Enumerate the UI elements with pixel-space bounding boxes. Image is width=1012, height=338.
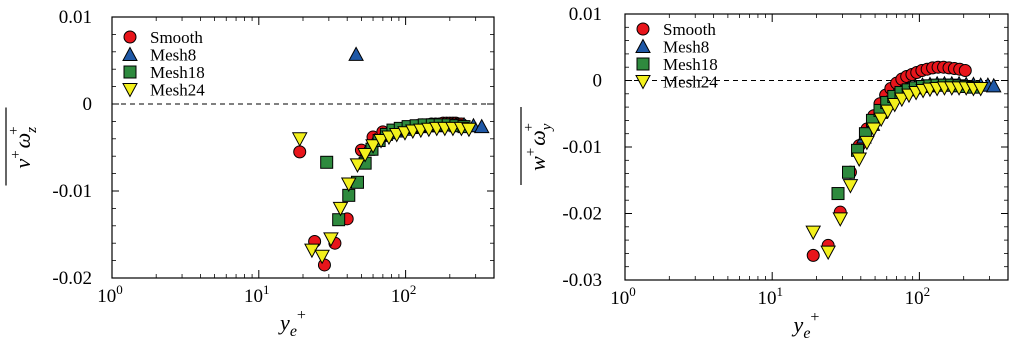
svg-text:v+ωz+: v+ωz+ bbox=[6, 126, 40, 168]
x-axis-label: ye+ bbox=[792, 309, 820, 338]
data-point bbox=[473, 118, 490, 134]
legend-label: Mesh8 bbox=[663, 38, 709, 57]
y-axis-label: w+ωy+ bbox=[520, 107, 555, 185]
legend-marker bbox=[636, 22, 650, 36]
data-point bbox=[842, 165, 856, 179]
data-point bbox=[831, 187, 845, 201]
right-panel: 0.01 0 -0.01 -0.02 -0.03 100 101 102 ye+ w+ωy+ Smo… bbox=[520, 4, 1009, 338]
data-point bbox=[332, 213, 346, 227]
data-point bbox=[332, 201, 349, 217]
y-axis-label: v+ωz+ bbox=[5, 107, 40, 186]
data-point bbox=[851, 152, 868, 168]
x-tick-label: 100 bbox=[610, 284, 636, 309]
data-point bbox=[859, 135, 875, 151]
legend-label: Mesh18 bbox=[150, 63, 205, 82]
x-axis-label: ye+ bbox=[278, 307, 306, 338]
svg-text:w+ωy+: w+ωy+ bbox=[521, 123, 555, 171]
data-point bbox=[323, 232, 339, 247]
legend-label: Mesh18 bbox=[663, 55, 718, 74]
data-point bbox=[357, 147, 373, 163]
data-point bbox=[291, 132, 308, 147]
data-point bbox=[972, 81, 989, 97]
x-tick-label: 101 bbox=[244, 282, 270, 307]
y-tick-label: -0.03 bbox=[562, 270, 602, 291]
data-point bbox=[806, 248, 820, 262]
legend-marker bbox=[635, 38, 651, 53]
x-tick-label: 100 bbox=[97, 282, 123, 307]
series-mesh24 bbox=[291, 121, 477, 265]
data-point bbox=[865, 122, 882, 138]
data-point bbox=[348, 46, 364, 61]
x-tick-label: 102 bbox=[391, 282, 417, 307]
data-point bbox=[340, 177, 357, 193]
data-point bbox=[805, 225, 822, 241]
data-point bbox=[832, 212, 849, 227]
legend-label: Smooth bbox=[150, 28, 203, 47]
y-tick-label: 0 bbox=[83, 94, 93, 115]
y-tick-label: 0.01 bbox=[569, 4, 602, 25]
legend-marker bbox=[123, 65, 137, 79]
data-point bbox=[293, 145, 307, 159]
legend-marker bbox=[635, 75, 651, 90]
data-point bbox=[842, 179, 859, 194]
data-point bbox=[365, 139, 381, 154]
data-point bbox=[820, 245, 836, 261]
data-point bbox=[958, 64, 972, 78]
x-tick-label: 101 bbox=[757, 284, 783, 309]
legend-label: Mesh24 bbox=[663, 73, 718, 92]
data-point bbox=[461, 122, 477, 138]
legend-label: Smooth bbox=[663, 20, 716, 39]
y-tick-label: 0.01 bbox=[59, 7, 92, 28]
y-tick-label: -0.01 bbox=[562, 137, 602, 158]
data-point bbox=[349, 158, 366, 173]
legend-marker bbox=[122, 83, 138, 98]
data-point bbox=[985, 77, 1002, 93]
y-tick-label: -0.01 bbox=[52, 181, 92, 202]
y-tick-label: 0 bbox=[593, 71, 603, 92]
legend-marker bbox=[636, 57, 650, 71]
legend-label: Mesh24 bbox=[150, 81, 205, 100]
series-mesh24 bbox=[805, 81, 989, 261]
y-tick-label: -0.02 bbox=[562, 204, 602, 225]
data-point bbox=[320, 155, 334, 169]
data-point bbox=[373, 134, 389, 149]
legend-label: Mesh8 bbox=[150, 46, 196, 65]
x-tick-label: 102 bbox=[905, 284, 931, 309]
data-point bbox=[314, 249, 330, 265]
data-point bbox=[886, 97, 903, 113]
data-point bbox=[879, 104, 896, 120]
y-tick-label: -0.02 bbox=[52, 268, 92, 289]
legend-marker bbox=[123, 30, 137, 44]
data-point bbox=[873, 112, 890, 128]
legend-marker bbox=[122, 46, 138, 61]
